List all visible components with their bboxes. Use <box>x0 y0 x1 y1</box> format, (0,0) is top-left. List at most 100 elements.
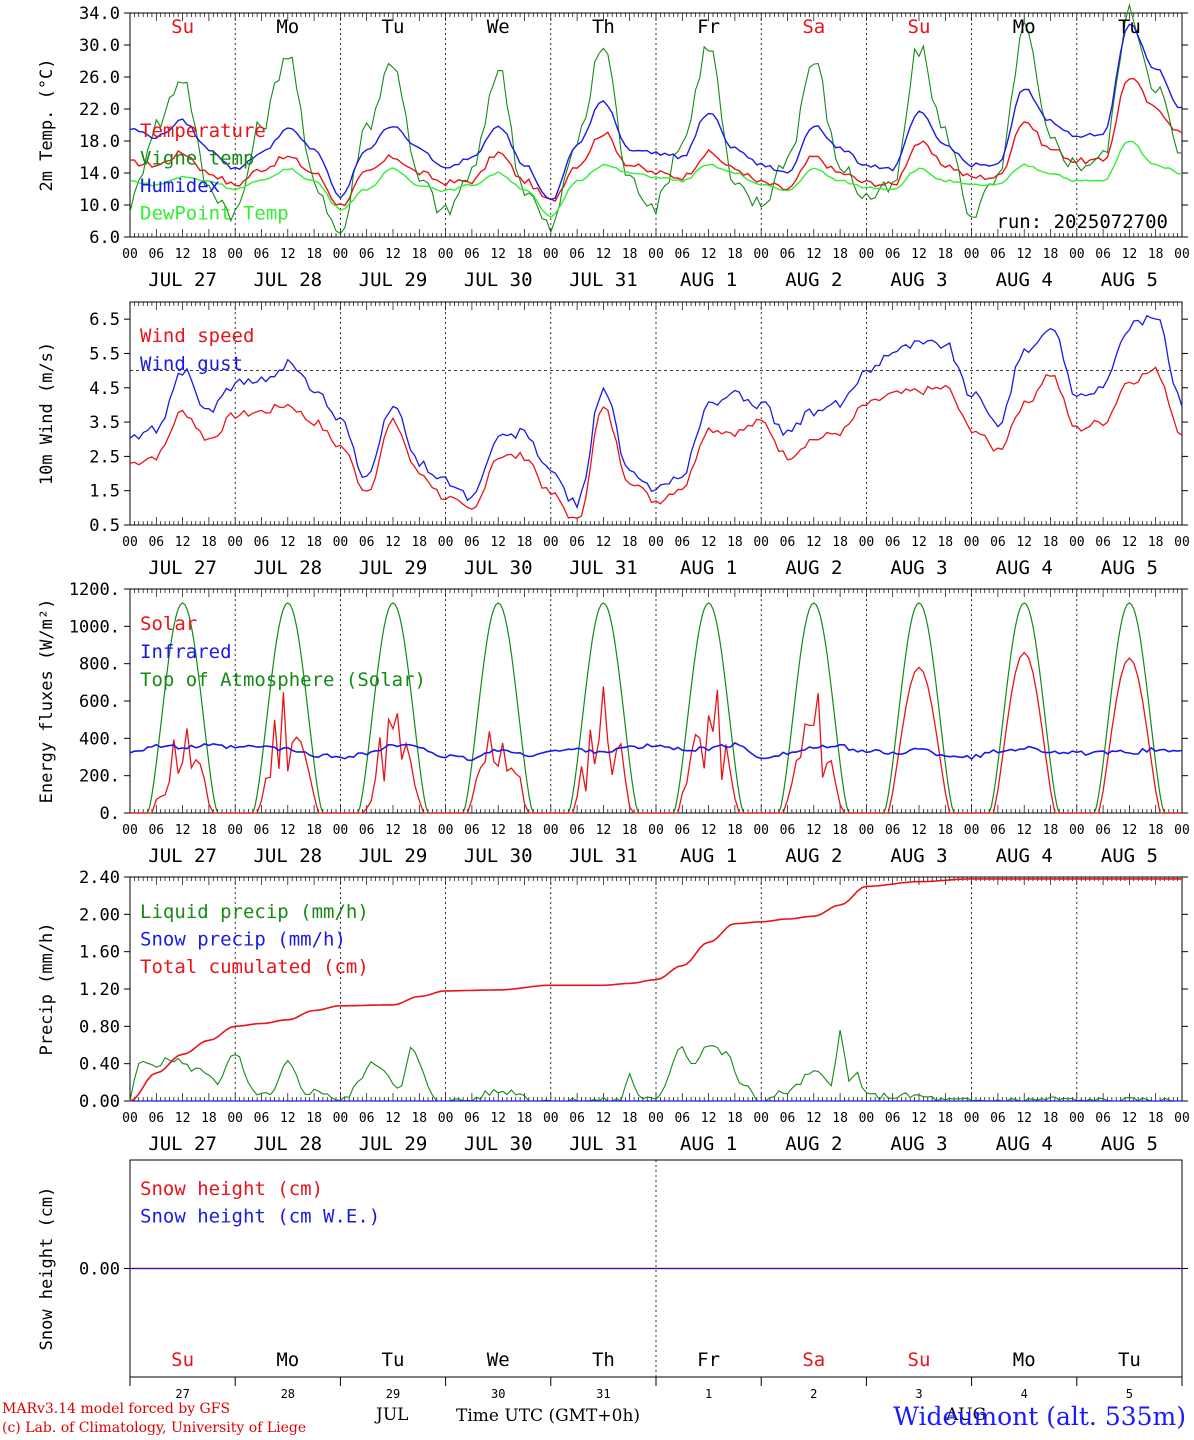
weekday-label-bottom: We <box>487 1349 510 1371</box>
panel5-legend-1: Snow height (cm W.E.) <box>140 1206 380 1228</box>
weekday-label-top: Tu <box>382 16 405 38</box>
panel2-y-axis-title: 10m Wind (m/s) <box>37 342 57 485</box>
panel4-hour-label: 06 <box>254 1111 270 1126</box>
panel4-date-label: JUL 29 <box>359 1133 428 1155</box>
panel3-hour-label: 18 <box>832 823 848 838</box>
day-number-label: 28 <box>281 1387 295 1401</box>
panel1-y-tick-label: 34.0 <box>79 4 120 24</box>
panel3-y-axis-title: Energy fluxes (W/m²) <box>37 599 57 804</box>
panel4-hour-label: 06 <box>780 1111 796 1126</box>
panel4-y-tick-label: 0.40 <box>79 1055 120 1075</box>
day-number-label: 31 <box>596 1387 610 1401</box>
series-line-solar <box>130 651 1182 814</box>
panel4-hour-label: 06 <box>1095 1111 1111 1126</box>
panel3-hour-label: 00 <box>964 823 980 838</box>
panel1-date-label: JUL 30 <box>464 269 533 291</box>
panel1-hour-label: 12 <box>701 247 717 262</box>
panel4-hour-label: 18 <box>201 1111 217 1126</box>
panel4-hour-label: 18 <box>306 1111 322 1126</box>
panel3-hour-label: 12 <box>701 823 717 838</box>
panel2-date-label: AUG 5 <box>1101 557 1158 579</box>
panel3-date-label: JUL 29 <box>359 845 428 867</box>
panel1-hour-label: 18 <box>517 247 533 262</box>
panel3-date-label: JUL 27 <box>148 845 217 867</box>
panel1-hour-label: 12 <box>175 247 191 262</box>
panel4-hour-label: 06 <box>569 1111 585 1126</box>
panel2-hour-label: 06 <box>359 535 375 550</box>
panel2-hour-label: 00 <box>543 535 559 550</box>
panel2-hour-label: 18 <box>306 535 322 550</box>
series-line-liquid-precip <box>129 1030 1182 1102</box>
panel4-hour-label: 06 <box>464 1111 480 1126</box>
panel1-hour-label: 12 <box>596 247 612 262</box>
panel4-hour-label: 12 <box>490 1111 506 1126</box>
copyright-credit: (c) Lab. of Climatology, University of L… <box>2 1420 307 1436</box>
panel4-hour-label: 00 <box>1174 1111 1190 1126</box>
panel2-hour-label: 18 <box>1043 535 1059 550</box>
weekday-label-bottom: Su <box>908 1349 931 1371</box>
panel3-hour-label: 18 <box>306 823 322 838</box>
panel3-date-label: AUG 1 <box>680 845 737 867</box>
panel1-hour-label: 18 <box>1148 247 1164 262</box>
panel1-hour-label: 18 <box>727 247 743 262</box>
panel2-hour-label: 06 <box>1095 535 1111 550</box>
panel4-hour-label: 12 <box>385 1111 401 1126</box>
panel4-hour-label: 12 <box>1122 1111 1138 1126</box>
panel4-hour-label: 18 <box>1043 1111 1059 1126</box>
panel3-hour-label: 06 <box>885 823 901 838</box>
panel3-hour-label: 18 <box>622 823 638 838</box>
panel2-hour-label: 12 <box>280 535 296 550</box>
panel2-hour-label: 06 <box>674 535 690 550</box>
panel4-hour-label: 06 <box>990 1111 1006 1126</box>
panel2-y-tick-label: 4.5 <box>89 379 120 399</box>
panel1-hour-label: 18 <box>937 247 953 262</box>
panel3-y-tick-label: 200. <box>79 767 120 787</box>
panel4-hour-label: 18 <box>937 1111 953 1126</box>
panel1-hour-label: 00 <box>543 247 559 262</box>
panel4-hour-label: 00 <box>227 1111 243 1126</box>
panel4-hour-label: 12 <box>1016 1111 1032 1126</box>
panel2-hour-label: 12 <box>175 535 191 550</box>
panel4-date-label: AUG 1 <box>680 1133 737 1155</box>
weekday-label-bottom: Mo <box>1013 1349 1036 1371</box>
panel4-hour-label: 12 <box>175 1111 191 1126</box>
panel2-date-label: JUL 27 <box>148 557 217 579</box>
panel4-legend-2: Total cumulated (cm) <box>140 956 369 978</box>
series-line-total-cumulated <box>129 878 1182 1102</box>
panel4-date-label: JUL 28 <box>253 1133 322 1155</box>
panel1-hour-label: 00 <box>1069 247 1085 262</box>
panel4-hour-label: 00 <box>859 1111 875 1126</box>
panel4-hour-label: 12 <box>596 1111 612 1126</box>
panel3-hour-label: 00 <box>859 823 875 838</box>
panel2-hour-label: 06 <box>885 535 901 550</box>
panel3-hour-label: 06 <box>359 823 375 838</box>
panel4-date-label: JUL 27 <box>148 1133 217 1155</box>
weekday-label-top: Fr <box>697 16 720 38</box>
panel4-hour-label: 12 <box>911 1111 927 1126</box>
panel2-hour-label: 00 <box>438 535 454 550</box>
panel3-hour-label: 18 <box>1148 823 1164 838</box>
panel4-date-label: AUG 5 <box>1101 1133 1158 1155</box>
panel3-hour-label: 18 <box>411 823 427 838</box>
panel1-hour-label: 12 <box>806 247 822 262</box>
panel4-hour-label: 06 <box>674 1111 690 1126</box>
panel4-hour-label: 00 <box>122 1111 138 1126</box>
panel2-hour-label: 00 <box>122 535 138 550</box>
panel1-hour-label: 12 <box>490 247 506 262</box>
panel2-date-label: JUL 28 <box>253 557 322 579</box>
panel1-hour-label: 06 <box>1095 247 1111 262</box>
panel1-legend-0: Temperature <box>140 120 266 142</box>
panel1-date-label: JUL 29 <box>359 269 428 291</box>
panel2-hour-label: 12 <box>911 535 927 550</box>
panel4-y-tick-label: 0.00 <box>79 1092 120 1112</box>
panel3-hour-label: 00 <box>753 823 769 838</box>
panel2-hour-label: 18 <box>937 535 953 550</box>
panel1-hour-label: 06 <box>569 247 585 262</box>
panel3-date-label: JUL 30 <box>464 845 533 867</box>
panel3-hour-label: 12 <box>911 823 927 838</box>
panel4-y-tick-label: 2.40 <box>79 868 120 888</box>
run-label: run: 2025072700 <box>996 211 1168 233</box>
panel4-legend-1: Snow precip (mm/h) <box>140 929 346 951</box>
time-axis-label: Time UTC (GMT+0h) <box>456 1406 641 1426</box>
panel1-hour-label: 00 <box>648 247 664 262</box>
